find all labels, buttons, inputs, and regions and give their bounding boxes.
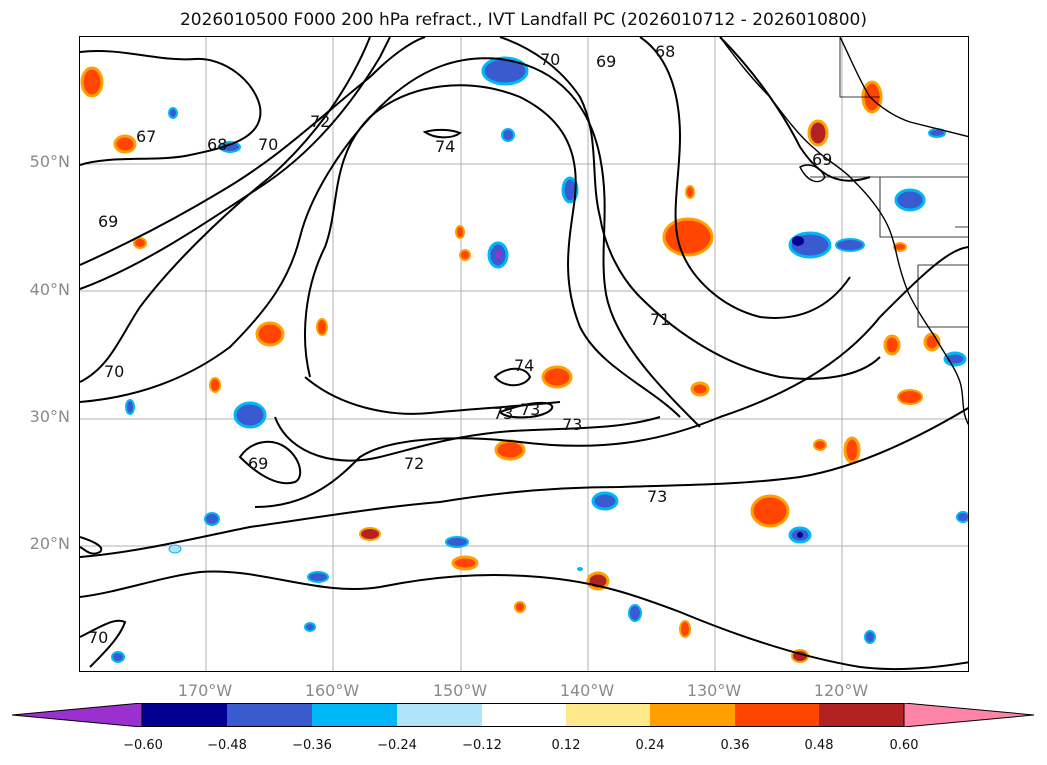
lon-label-130w: 130°W [686,681,742,700]
colorbar-tick: −0.12 [462,738,502,753]
map-panel: 70 69 68 67 68 70 72 74 69 69 70 71 74 7… [79,36,969,672]
contour-label: 74 [514,356,534,375]
lat-label-50n: 50°N [29,152,70,171]
contour-label: 73 [562,415,582,434]
colorbar-swatch [397,703,482,727]
colorbar-tick: −0.36 [292,738,332,753]
contour-label: 71 [650,310,670,329]
colorbar-tick: 0.24 [635,738,665,753]
colorbar-tick: −0.60 [123,738,163,753]
colorbar-swatch [735,703,819,727]
contour-label: 70 [258,135,278,154]
lon-label-170w: 170°W [177,681,233,700]
contour-label: 74 [435,137,455,156]
colorbar [12,703,1035,727]
lon-label-160w: 160°W [304,681,360,700]
colorbar-swatch [482,703,566,727]
colorbar-tick: −0.48 [207,738,247,753]
lon-label-120w: 120°W [813,681,869,700]
map-canvas: 70 69 68 67 68 70 72 74 69 69 70 71 74 7… [80,37,968,671]
colorbar-swatch [142,703,227,727]
colorbar-over-triangle [903,703,1035,727]
contour-label: 68 [207,135,227,154]
colorbar-swatch [819,703,904,727]
contour-label: 73 [520,400,540,419]
contour-label: 70 [104,362,124,381]
colorbar-tick: 0.48 [804,738,834,753]
contour-label: 69 [596,52,616,71]
colorbar-tick: −0.24 [377,738,417,753]
colorbar-under-triangle [12,703,143,727]
contour-label: 69 [248,454,268,473]
colorbar-swatch [650,703,735,727]
contour-label: 69 [812,150,832,169]
coastlines [719,37,968,425]
contour-label: 69 [98,212,118,231]
colorbar-tick: 0.36 [720,738,750,753]
colorbar-swatch [566,703,650,727]
colorbar-tick: 0.60 [889,738,919,753]
lat-label-20n: 20°N [29,534,70,553]
contour-label: 72 [404,454,424,473]
contour-label: 73 [493,404,513,423]
lon-label-150w: 150°W [432,681,488,700]
contour-labels: 70 69 68 67 68 70 72 74 69 69 70 71 74 7… [88,42,832,647]
colorbar-swatch [312,703,397,727]
lat-label-40n: 40°N [29,280,70,299]
contour-label: 67 [136,127,156,146]
lon-label-140w: 140°W [559,681,615,700]
colorbar-tick: 0.12 [551,738,581,753]
contour-label: 68 [655,42,675,61]
negative-anomaly-shading [111,56,968,663]
contour-label: 70 [88,628,108,647]
refractivity-contours [80,37,968,671]
colorbar-swatch [227,703,312,727]
contour-label: 73 [647,487,667,506]
lat-label-30n: 30°N [29,407,70,426]
plot-title: 2026010500 F000 200 hPa refract., IVT La… [179,10,867,30]
contour-label: 70 [540,50,560,69]
contour-label: 72 [310,112,330,131]
positive-anomaly-shading [80,66,941,663]
